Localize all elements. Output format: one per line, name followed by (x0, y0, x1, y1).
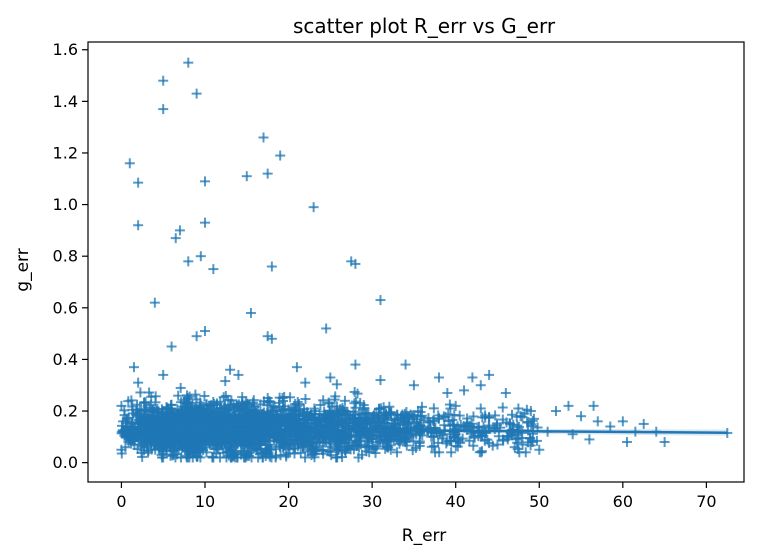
data-point (318, 395, 329, 406)
data-point (220, 390, 231, 401)
data-point (190, 389, 201, 400)
plot-area (116, 57, 733, 463)
data-point (173, 390, 184, 401)
data-point (144, 387, 155, 398)
data-point (300, 452, 311, 463)
data-point (331, 379, 342, 390)
data-point (220, 376, 231, 387)
data-point (418, 415, 429, 426)
data-point (195, 397, 206, 408)
chart-title: scatter plot R_err vs G_err (293, 14, 556, 38)
data-point (295, 447, 306, 458)
data-point (175, 382, 186, 393)
data-point (126, 395, 137, 406)
